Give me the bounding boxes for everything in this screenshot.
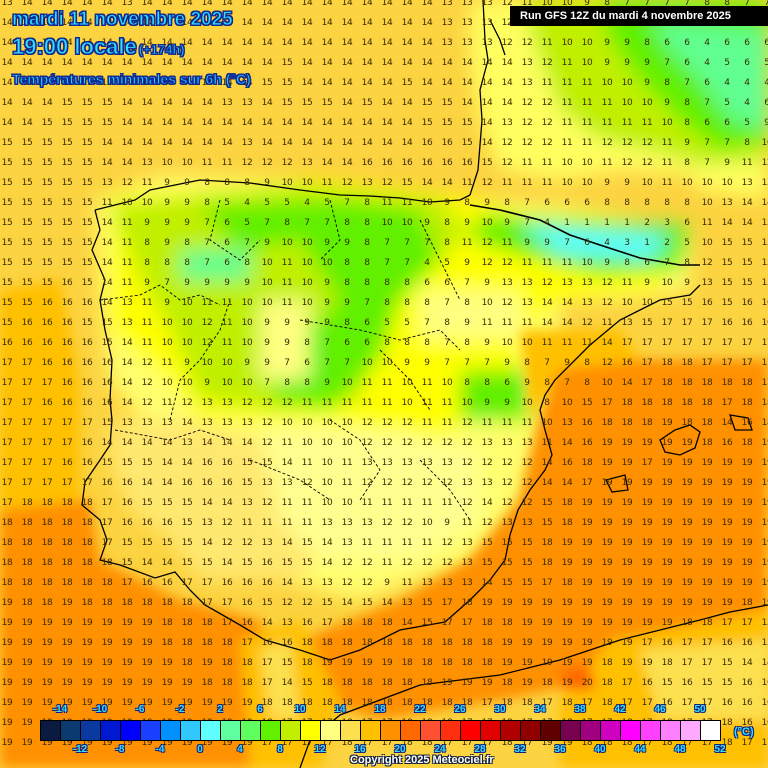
map-subtitle: Températures minimales sur 6h (°C) xyxy=(12,71,252,88)
scale-label-bottom: 20 xyxy=(394,744,406,755)
local-time: 19:00 locale xyxy=(12,34,138,60)
color-swatch xyxy=(441,721,461,740)
scale-label-top: 14 xyxy=(334,704,346,715)
scale-label-top: -10 xyxy=(92,704,108,715)
color-swatch xyxy=(221,721,241,740)
scale-label-top: 38 xyxy=(574,704,586,715)
color-swatch xyxy=(61,721,81,740)
color-swatch xyxy=(121,721,141,740)
color-swatch xyxy=(541,721,561,740)
scale-label-bottom: 44 xyxy=(634,744,646,755)
unit-label: (°C) xyxy=(734,726,754,738)
color-swatch xyxy=(301,721,321,740)
scale-label-top: -6 xyxy=(135,704,145,715)
scale-label-top: 10 xyxy=(294,704,306,715)
color-swatch xyxy=(261,721,281,740)
scale-label-top: 18 xyxy=(374,704,386,715)
scale-label-top: 50 xyxy=(694,704,706,715)
scale-label-bottom: -4 xyxy=(155,744,165,755)
scale-label-bottom: 24 xyxy=(434,744,446,755)
color-swatch xyxy=(421,721,441,740)
color-swatch xyxy=(501,721,521,740)
color-swatch xyxy=(681,721,701,740)
color-swatch xyxy=(81,721,101,740)
region-borders xyxy=(99,199,471,521)
scale-label-bottom: 52 xyxy=(714,744,726,755)
scale-label-top: 26 xyxy=(454,704,466,715)
scale-label-bottom: 12 xyxy=(314,744,326,755)
scale-label-bottom: 32 xyxy=(514,744,526,755)
forecast-offset: (+174h) xyxy=(138,42,185,58)
color-swatch xyxy=(241,721,261,740)
scale-label-bottom: 36 xyxy=(554,744,566,755)
color-swatch xyxy=(581,721,601,740)
scale-label-top: 30 xyxy=(494,704,506,715)
scale-label-top: 46 xyxy=(654,704,666,715)
color-swatch xyxy=(601,721,621,740)
color-swatch xyxy=(661,721,681,740)
copyright: Copyright 2025 Meteociel.fr xyxy=(350,754,494,766)
scale-label-top: -14 xyxy=(52,704,68,715)
color-swatch xyxy=(201,721,221,740)
color-swatch xyxy=(181,721,201,740)
color-swatch xyxy=(521,721,541,740)
color-swatch xyxy=(101,721,121,740)
run-info: Run GFS 12Z du mardi 4 novembre 2025 xyxy=(510,6,768,26)
scale-label-top: 2 xyxy=(217,704,223,715)
scale-label-top: -2 xyxy=(175,704,185,715)
color-swatch xyxy=(381,721,401,740)
color-swatch xyxy=(461,721,481,740)
scale-label-top: 6 xyxy=(257,704,263,715)
color-swatch xyxy=(161,721,181,740)
scale-label-bottom: 48 xyxy=(674,744,686,755)
color-swatch xyxy=(361,721,381,740)
scale-label-bottom: 0 xyxy=(197,744,203,755)
color-swatch xyxy=(141,721,161,740)
scale-label-bottom: 28 xyxy=(474,744,486,755)
color-swatch xyxy=(701,721,720,740)
scale-label-bottom: -8 xyxy=(115,744,125,755)
color-swatch xyxy=(341,721,361,740)
forecast-date: mardi 11 novembre 2025 xyxy=(12,9,234,31)
coastlines xyxy=(81,0,768,768)
scale-label-top: 34 xyxy=(534,704,546,715)
forecast-time: 19:00 locale (+174h) xyxy=(12,34,186,60)
scale-label-bottom: 40 xyxy=(594,744,606,755)
scale-label-top: 42 xyxy=(614,704,626,715)
color-scale-bar xyxy=(40,720,721,741)
scale-label-bottom: 16 xyxy=(354,744,366,755)
color-swatch xyxy=(561,721,581,740)
color-swatch xyxy=(41,721,61,740)
color-swatch xyxy=(281,721,301,740)
color-swatch xyxy=(641,721,661,740)
scale-label-bottom: 4 xyxy=(237,744,243,755)
color-swatch xyxy=(321,721,341,740)
scale-label-bottom: 8 xyxy=(277,744,283,755)
scale-label-bottom: -12 xyxy=(72,744,88,755)
color-swatch xyxy=(481,721,501,740)
color-swatch xyxy=(621,721,641,740)
color-swatch xyxy=(401,721,421,740)
scale-label-top: 22 xyxy=(414,704,426,715)
